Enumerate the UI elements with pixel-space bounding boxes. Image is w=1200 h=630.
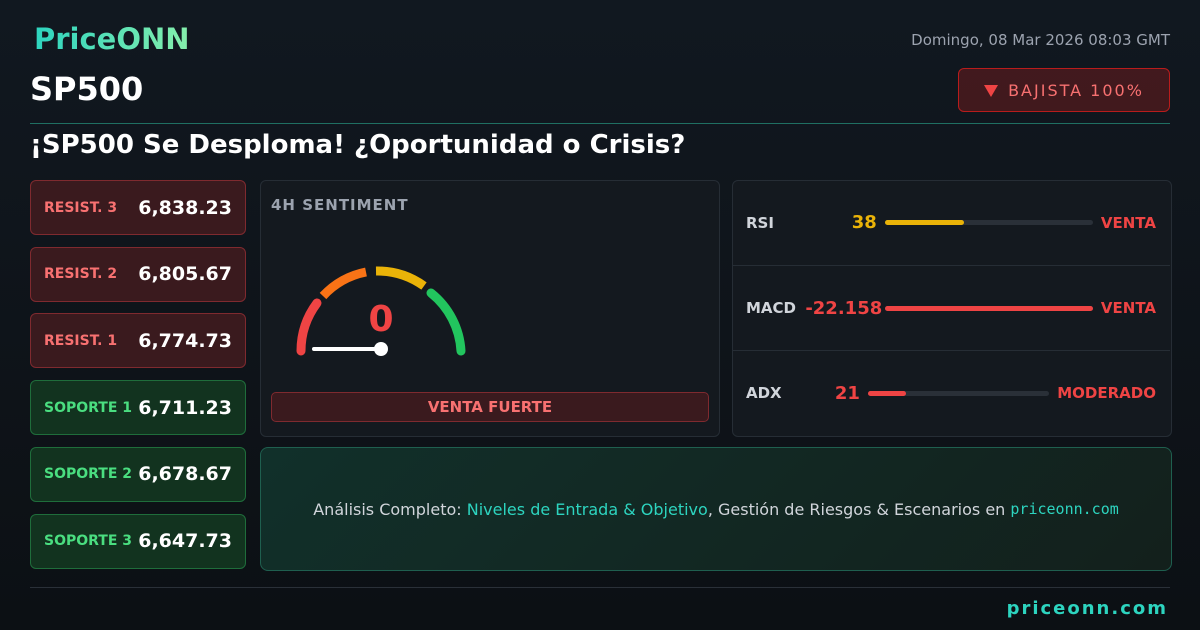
level-box: RESIST. 1 6,774.73 (30, 313, 246, 369)
level-value: 6,774.73 (138, 329, 232, 352)
gauge-hub (374, 342, 388, 356)
level-label: RESIST. 3 (44, 199, 118, 216)
level-value: 6,678.67 (138, 463, 232, 486)
indicator-bar (884, 220, 964, 225)
indicator-name: ADX (746, 384, 782, 402)
level-value: 6,647.73 (138, 530, 232, 552)
level-box: SOPORTE 1 6,711.23 (30, 380, 246, 436)
promo-text: Análisis Completo: (313, 499, 467, 519)
indicator-row: RSI 38 VENTA (732, 180, 1170, 265)
level-label: SOPORTE 3 (44, 533, 133, 549)
promo: Análisis Completo: Niveles de Entrada & … (260, 447, 1172, 571)
down-arrow (984, 85, 999, 97)
promo-highlight: Niveles de Entrada & Objetivo (466, 499, 708, 519)
level-label: SOPORTE 1 (44, 399, 133, 416)
level-box: RESIST. 3 6,838.23 (30, 180, 246, 235)
divider (30, 123, 1170, 124)
promo-text: , Gestión de Riesgos & Escenarios en (707, 499, 1011, 519)
indicator-signal: VENTA (1100, 299, 1156, 317)
level-label: RESIST. 2 (44, 266, 118, 283)
brand: PriceONN (34, 22, 190, 56)
level-label: SOPORTE 2 (44, 466, 133, 483)
sentiment-verdict: VENTA FUERTE (271, 392, 709, 422)
indicator-value: 38 (851, 212, 877, 233)
indicator-name: MACD (746, 299, 796, 317)
level-value: 6,805.67 (138, 263, 232, 286)
sentiment-panel: 4H SENTIMENT 0 VENTA FUERTE (260, 180, 720, 437)
footer-site[interactable]: priceonn.com (1006, 598, 1168, 619)
promo-link[interactable]: priceonn.com (1010, 500, 1119, 518)
indicator-track (885, 305, 1093, 311)
indicator-value: 21 (834, 382, 860, 404)
gauge-arc (426, 288, 466, 356)
gauge-value: 0 (368, 299, 393, 340)
level-box: SOPORTE 3 6,647.73 (30, 513, 246, 569)
gauge-arc (375, 266, 427, 290)
level-value: 6,711.23 (138, 396, 232, 419)
date: Domingo, 08 Mar 2026 08:03 GMT (911, 31, 1170, 49)
indicator-signal: MODERADO (1057, 384, 1156, 402)
gauge: 0 (296, 266, 466, 356)
gauge-arc (296, 298, 322, 356)
level-box: RESIST. 2 6,805.67 (30, 246, 246, 302)
level-label: RESIST. 1 (44, 332, 118, 349)
sentiment-title: 4H SENTIMENT (271, 196, 409, 214)
indicator-track (867, 390, 1050, 396)
indicator-bar (867, 390, 907, 396)
divider (30, 587, 1170, 588)
level-box: SOPORTE 2 6,678.67 (30, 446, 246, 502)
headline: ¡SP500 Se Desploma! ¿Oportunidad o Crisi… (30, 130, 686, 160)
indicator-value: -22.158 (805, 297, 883, 319)
indicator-signal: VENTA (1100, 213, 1156, 232)
level-value: 6,838.23 (138, 196, 232, 219)
symbol: SP500 (30, 70, 144, 108)
indicator-bar (885, 305, 1093, 311)
indicator-name: RSI (746, 213, 774, 232)
trend-badge: BAJISTA 100% (958, 68, 1170, 112)
indicator-row: MACD -22.158 VENTA (732, 265, 1170, 350)
badge-text: BAJISTA 100% (1008, 80, 1144, 100)
indicator-row: ADX 21 MODERADO (732, 350, 1170, 435)
indicator-track (884, 220, 1093, 225)
gauge-arc (319, 267, 368, 300)
